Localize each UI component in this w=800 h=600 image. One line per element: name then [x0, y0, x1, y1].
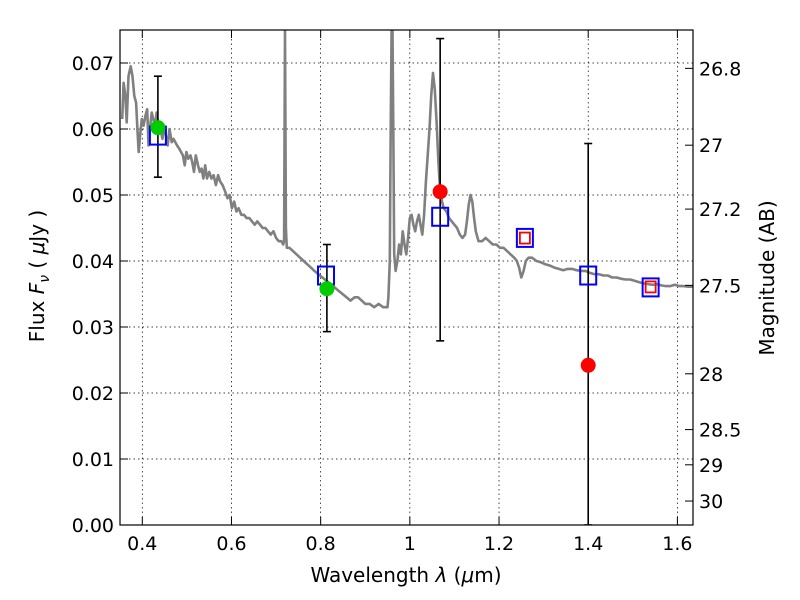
plot-frame: [119, 29, 694, 526]
x-tick-label: 1.4: [573, 533, 603, 555]
data-layer: [120, 30, 693, 525]
model-square-marker: [515, 227, 534, 248]
x-tick-label: 1.6: [662, 533, 692, 555]
x-tick-label: 0.8: [306, 533, 336, 555]
y2-tick-label: 26.8: [699, 58, 741, 80]
x-tick-label: 1.2: [484, 533, 514, 555]
photometry-point: [150, 120, 166, 136]
y2-tick-label: 30: [699, 491, 723, 513]
red-square-marker: [518, 231, 531, 245]
tick-layer: 0.4 0.6 0.8 1 1.2 1.4 1.6 0.00 0.01 0.02 0.03 0.04 0…: [72, 30, 741, 555]
y-tick-label: 0.06: [72, 119, 114, 141]
grid-layer: [120, 30, 693, 525]
x-tick-label: 1: [404, 533, 416, 555]
y-tick-label: 0.02: [72, 383, 114, 405]
model-square-marker: [431, 206, 450, 227]
spectrum-line: [120, 30, 693, 309]
y-tick-label: 0.00: [72, 515, 114, 537]
photometry-point: [319, 281, 335, 297]
photometry-point: [580, 357, 596, 373]
y-tick-label: 0.01: [72, 449, 114, 471]
y-tick-label: 0.05: [72, 185, 114, 207]
red-square-marker: [644, 280, 657, 294]
y2-tick-label: 27.2: [699, 199, 741, 221]
x-axis-label: Wavelength λ (μm): [310, 563, 501, 587]
model-square-marker: [641, 277, 660, 298]
model-square-marker: [579, 265, 598, 286]
y2-tick-label: 29: [699, 455, 723, 477]
photometry-point: [432, 184, 448, 200]
y-tick-label: 0.04: [72, 251, 114, 273]
y2-tick-label: 28: [699, 364, 723, 386]
y2-tick-label: 28.5: [699, 420, 741, 442]
y2-tick-label: 27: [699, 135, 723, 157]
y2-axis-label: Magnitude (AB): [755, 200, 779, 355]
label-layer: Wavelength λ (μm) Flux Fν ( μJy ) Magnit…: [25, 200, 779, 587]
x-tick-label: 0.4: [127, 533, 157, 555]
x-tick-label: 0.6: [216, 533, 246, 555]
y-tick-label: 0.07: [72, 53, 114, 75]
y2-tick-label: 27.5: [699, 275, 741, 297]
y-tick-label: 0.03: [72, 317, 114, 339]
y-axis-label: Flux Fν ( μJy ): [25, 210, 53, 342]
